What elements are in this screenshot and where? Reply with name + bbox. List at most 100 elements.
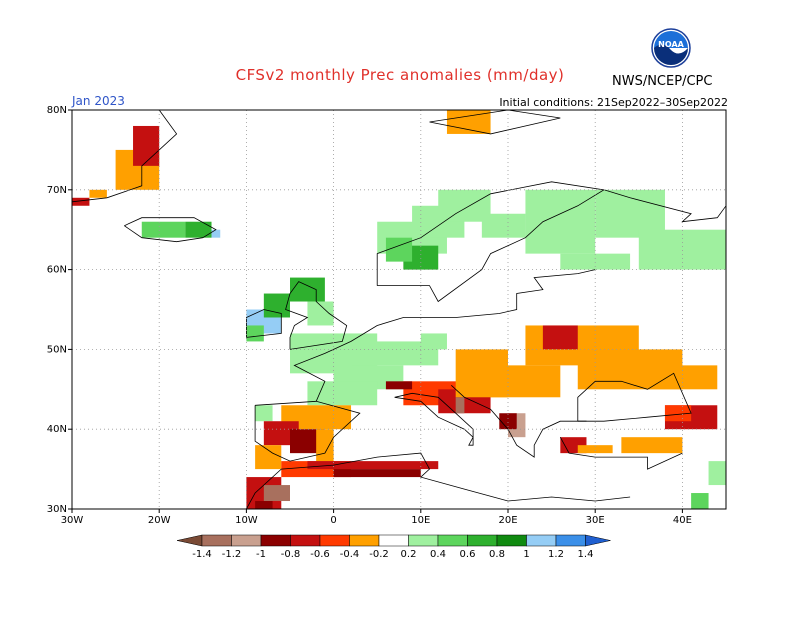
anomaly-cell bbox=[89, 189, 107, 198]
lon-tick-label: 30E bbox=[586, 515, 605, 526]
anomaly-cell bbox=[499, 413, 517, 430]
colorbar-label: -0.2 bbox=[369, 549, 389, 560]
anomaly-cell bbox=[577, 445, 613, 454]
lon-tick-label: 20W bbox=[148, 515, 171, 526]
lon-tick-label: 40E bbox=[673, 515, 692, 526]
coastline bbox=[285, 281, 348, 350]
anomaly-cell bbox=[307, 301, 334, 326]
anomaly-cell bbox=[246, 325, 264, 342]
colorbar-label: -0.8 bbox=[281, 549, 301, 560]
colorbar-arrow-left bbox=[176, 534, 203, 547]
anomaly-cell bbox=[525, 189, 596, 254]
coastline bbox=[376, 181, 606, 303]
colorbar-segment bbox=[231, 534, 262, 547]
coastline bbox=[71, 109, 178, 203]
anomaly-cell bbox=[664, 405, 692, 422]
lon-tick-label: 30W bbox=[61, 515, 84, 526]
colorbar-label: 0.4 bbox=[430, 549, 446, 560]
colorbar-segment bbox=[378, 534, 409, 547]
anomaly-cell bbox=[455, 397, 465, 414]
anomaly-cell bbox=[211, 229, 221, 238]
anomaly-cell bbox=[263, 485, 290, 502]
lat-tick-label: 80N bbox=[47, 105, 67, 116]
anomaly-cell bbox=[385, 381, 413, 390]
map-title: CFSv2 monthly Prec anomalies (mm/day) bbox=[235, 66, 565, 84]
forecast-month: Jan 2023 bbox=[72, 94, 125, 108]
colorbar-arrow-right bbox=[585, 534, 611, 547]
anomaly-cell bbox=[385, 237, 413, 262]
gridlines bbox=[72, 110, 726, 509]
coastline bbox=[246, 452, 631, 510]
anomaly-cell bbox=[351, 341, 439, 366]
coastline bbox=[394, 392, 474, 446]
initial-conditions: Initial conditions: 21Sep2022–30Sep2022 bbox=[499, 96, 728, 109]
colorbar-label: 0.8 bbox=[489, 549, 505, 560]
colorbar-segment bbox=[467, 534, 498, 547]
anomaly-cell bbox=[316, 429, 334, 462]
map-frame bbox=[71, 109, 727, 510]
anomaly-cell bbox=[255, 445, 282, 470]
colorbar-label: 0.6 bbox=[460, 549, 476, 560]
colorbar-segment bbox=[260, 534, 291, 547]
coastline bbox=[451, 385, 587, 458]
anomaly-cell bbox=[290, 277, 325, 302]
lat-tick-label: 50N bbox=[47, 344, 67, 355]
coastline bbox=[577, 372, 692, 422]
coastline bbox=[603, 189, 727, 223]
anomaly-cell bbox=[446, 110, 491, 134]
anomaly-cell bbox=[307, 461, 439, 470]
colorbar-label: -1.4 bbox=[192, 549, 212, 560]
anomaly-cell bbox=[638, 229, 726, 270]
coastline bbox=[429, 109, 561, 135]
lat-tick-label: 60N bbox=[47, 265, 67, 276]
anomaly-cell bbox=[621, 437, 683, 454]
svg-text:NOAA: NOAA bbox=[658, 40, 684, 49]
anomaly-cell bbox=[708, 461, 726, 486]
anomaly-cell bbox=[185, 221, 212, 238]
anomaly-cell bbox=[691, 493, 709, 509]
anomaly-cell bbox=[307, 381, 378, 406]
agency-label: NWS/NCEP/CPC bbox=[612, 74, 713, 89]
colorbar-label: -0.6 bbox=[310, 549, 330, 560]
anomaly-cell bbox=[420, 333, 447, 350]
anomaly-cell bbox=[255, 405, 273, 422]
colorbar-segment bbox=[555, 534, 586, 547]
coastline bbox=[293, 269, 596, 402]
anomaly-cell bbox=[560, 253, 631, 270]
lat-tick-label: 70N bbox=[47, 185, 67, 196]
colorbar-segment bbox=[319, 534, 350, 547]
colorbar-label: 1.4 bbox=[578, 549, 594, 560]
coastline bbox=[254, 400, 361, 462]
coastline bbox=[559, 437, 683, 470]
colorbar-segment bbox=[201, 534, 232, 547]
anomaly-cell bbox=[141, 221, 186, 238]
anomaly-cell bbox=[333, 469, 421, 478]
anomaly-cell bbox=[481, 213, 526, 238]
colorbar-label: -1.2 bbox=[222, 549, 242, 560]
colorbar-segment bbox=[437, 534, 468, 547]
anomaly-cell bbox=[255, 501, 273, 509]
anomaly-cell bbox=[133, 125, 160, 166]
colorbar-segment bbox=[349, 534, 380, 547]
colorbar-label: 0.2 bbox=[401, 549, 417, 560]
colorbar: -1.4 -1.2 -1 -0.8 -0.6 -0.4 -0.2 0.2 0.4 0.6 0.8 1 1… bbox=[176, 534, 611, 560]
colorbar-label: -1 bbox=[256, 549, 266, 560]
lon-tick-label: 10E bbox=[411, 515, 430, 526]
noaa-logo: NOAA bbox=[651, 28, 691, 68]
coastlines bbox=[71, 109, 727, 510]
anomaly-cells bbox=[72, 110, 726, 509]
colorbar-segment bbox=[290, 534, 321, 547]
colorbar-segment bbox=[408, 534, 439, 547]
lon-tick-label: 0 bbox=[330, 515, 336, 526]
colorbar-label: 1 bbox=[523, 549, 529, 560]
colorbar-segment bbox=[496, 534, 527, 547]
anomaly-cell bbox=[72, 197, 90, 206]
colorbar-segment bbox=[526, 534, 557, 547]
anomaly-cell bbox=[490, 365, 561, 398]
anomaly-cell bbox=[542, 325, 578, 350]
lon-tick-label: 20E bbox=[498, 515, 517, 526]
lon-tick-label: 10W bbox=[235, 515, 258, 526]
colorbar-label: 1.2 bbox=[548, 549, 564, 560]
